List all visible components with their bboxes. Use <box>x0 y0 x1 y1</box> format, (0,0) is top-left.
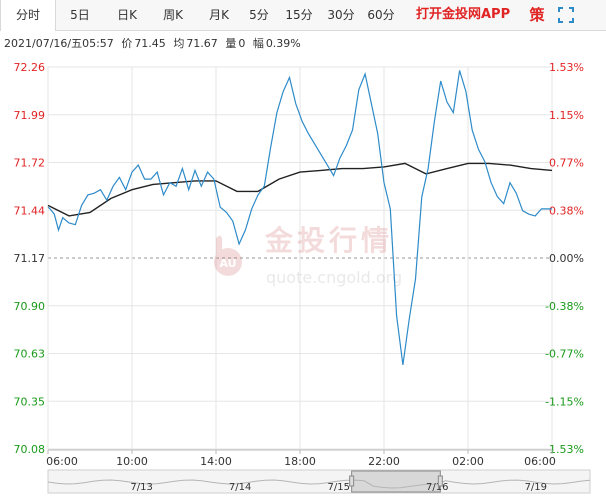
tab-5day[interactable]: 5日 <box>70 8 90 22</box>
tab-daily-k[interactable]: 日K <box>117 8 137 22</box>
pct-tick-label: 0.00% <box>549 252 584 265</box>
pct-tick-label: -0.38% <box>545 300 584 313</box>
info-change-label: 幅 <box>252 37 264 50</box>
x-tick-label: 02:00 <box>452 455 484 468</box>
y-tick-label: 71.44 <box>14 204 46 217</box>
info-avg: 71.67 <box>186 37 218 50</box>
open-app-link[interactable]: 打开金投网APP <box>416 7 511 22</box>
x-tick-label: 10:00 <box>116 455 148 468</box>
pct-tick-label: 1.53% <box>549 61 584 74</box>
watermark: AU 金投行情 quote.cngold.org <box>214 224 402 287</box>
period-tab-bar: 分时 5日 日K 周K 月K 5分 15分 30分 60分 打开金投网APP 策 <box>0 0 606 31</box>
watermark-title: 金投行情 <box>264 224 393 257</box>
y-axis-percent-labels: 1.53% 1.15% 0.77% 0.38% 0.00% -0.38% -0.77% -1.… <box>545 61 584 456</box>
navigator-selection[interactable] <box>351 470 441 493</box>
y-tick-label: 71.17 <box>14 252 46 265</box>
price-line <box>47 70 552 365</box>
info-vol-label: 量 <box>225 37 237 50</box>
y-tick-label: 70.08 <box>14 443 46 456</box>
tab-5min[interactable]: 5分 <box>249 8 269 22</box>
info-price: 71.45 <box>134 37 166 50</box>
watermark-url: quote.cngold.org <box>266 268 402 287</box>
info-vol: 0 <box>238 37 246 50</box>
y-tick-label: 72.26 <box>14 61 46 74</box>
info-change: 0.39% <box>265 37 301 50</box>
navigator-date-label[interactable]: 7/19 <box>525 482 547 493</box>
y-tick-label: 70.63 <box>14 348 46 361</box>
y-tick-label: 71.99 <box>14 109 46 122</box>
x-tick-label: 22:00 <box>368 455 400 468</box>
navigator-handle-right[interactable] <box>437 475 443 487</box>
navigator-date-label[interactable]: 7/15 <box>327 482 349 493</box>
x-tick-label: 14:00 <box>200 455 232 468</box>
chart-grid <box>47 66 553 450</box>
navigator-date-label[interactable]: 7/16 <box>426 482 448 493</box>
chart-frame <box>47 66 553 450</box>
pct-tick-label: -0.77% <box>545 348 584 361</box>
tab-15min[interactable]: 15分 <box>285 8 313 22</box>
y-tick-label: 70.90 <box>14 300 46 313</box>
x-tick-label: 06:00 <box>524 455 556 468</box>
navigator-handle-left[interactable] <box>349 475 355 487</box>
tab-intraday[interactable]: 分时 <box>0 0 56 31</box>
tab-30min[interactable]: 30分 <box>327 8 355 22</box>
y-tick-label: 71.72 <box>14 157 46 170</box>
pct-tick-label: 0.38% <box>549 204 584 217</box>
info-price-label: 价 <box>121 37 133 50</box>
watermark-badge-icon <box>214 235 242 276</box>
strategy-icon[interactable]: 策 <box>529 6 545 24</box>
tab-weekly-k[interactable]: 周K <box>163 8 183 22</box>
navigator-frame <box>47 469 591 494</box>
info-datetime: 2021/07/16/五05:57 <box>4 37 114 50</box>
watermark-badge: AU <box>219 257 236 270</box>
navigator-date-label[interactable]: 7/13 <box>130 482 152 493</box>
info-avg-label: 均 <box>173 37 185 50</box>
pct-tick-label: 0.77% <box>549 157 584 170</box>
fullscreen-icon[interactable] <box>557 6 575 24</box>
tab-60min[interactable]: 60分 <box>367 8 395 22</box>
navigator-sparkline <box>47 479 591 489</box>
y-tick-label: 70.35 <box>14 395 46 408</box>
x-tick-label: 18:00 <box>284 455 316 468</box>
navigator-date-label[interactable]: 7/14 <box>229 482 251 493</box>
date-navigator: 7/13 7/14 7/15 7/16 7/19 <box>47 469 591 494</box>
pct-tick-label: -1.53% <box>545 443 584 456</box>
pct-tick-label: 1.15% <box>549 109 584 122</box>
average-price-line <box>47 162 553 217</box>
tab-monthly-k[interactable]: 月K <box>209 8 229 22</box>
y-axis-price-labels: 72.26 71.99 71.72 71.44 71.17 70.90 70.63 70.35… <box>14 61 46 456</box>
pct-tick-label: -1.15% <box>545 395 584 408</box>
x-tick-label: 06:00 <box>46 455 78 468</box>
x-axis-time-labels: 06:00 10:00 14:00 18:00 22:00 02:00 06:00 <box>46 449 556 468</box>
